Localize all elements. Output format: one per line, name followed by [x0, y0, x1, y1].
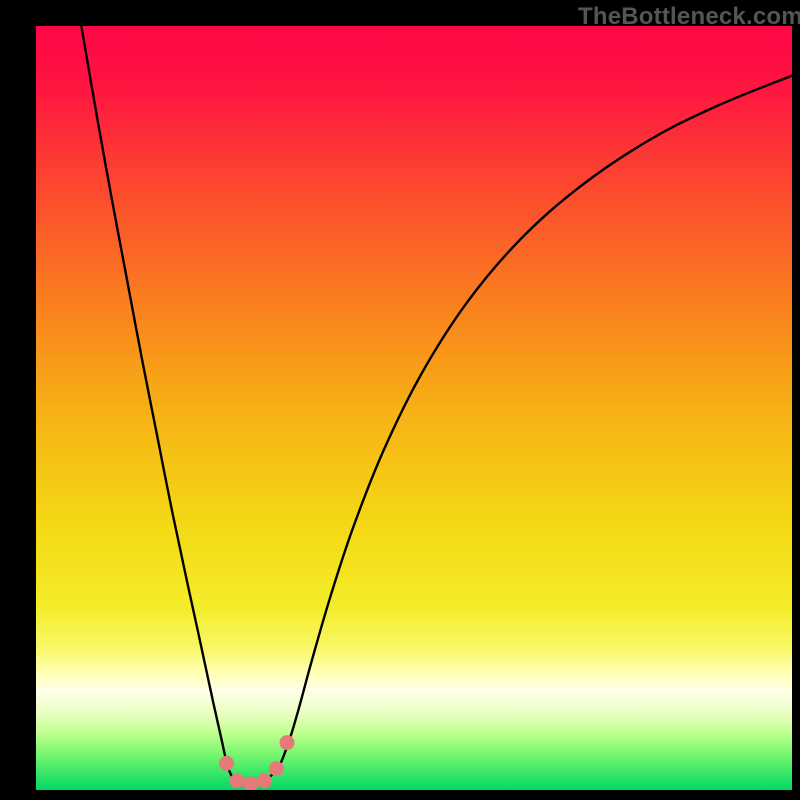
- watermark-text: TheBottleneck.com: [578, 3, 800, 31]
- gradient-background: [36, 26, 792, 790]
- bottleneck-curve-plot: [36, 26, 792, 790]
- valley-marker: [219, 756, 234, 771]
- valley-marker: [230, 773, 245, 788]
- valley-marker: [269, 761, 284, 776]
- valley-marker: [257, 773, 272, 788]
- valley-marker: [279, 735, 294, 750]
